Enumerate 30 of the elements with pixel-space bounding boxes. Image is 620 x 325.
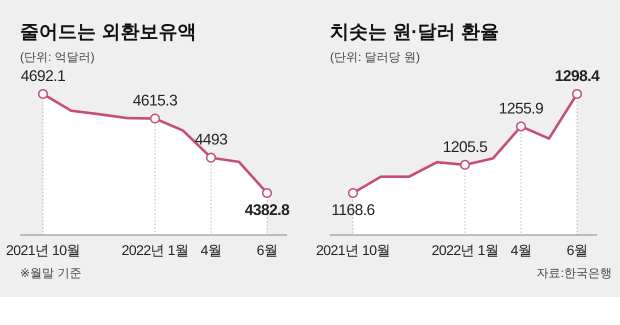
point: [262, 188, 272, 198]
data-label: 1255.9: [498, 100, 544, 118]
point: [348, 188, 358, 198]
annotation: 자료:한국은행: [536, 266, 612, 280]
point: [206, 152, 216, 163]
x-tick-label: 4월: [200, 242, 222, 258]
chart-subtitle: (단위: 달러당 원): [330, 50, 420, 64]
data-label: 4493: [194, 132, 228, 149]
chart-title: 치솟는 원·달러 환율: [330, 22, 499, 43]
x-tick-label: 6월: [256, 242, 278, 258]
x-tick-label: 2022년 1월: [432, 242, 498, 258]
annotation: ※월말 기준: [20, 266, 82, 280]
x-tick-label: 2022년 1월: [122, 242, 188, 258]
x-tick-label: 4월: [510, 242, 532, 258]
chart-subtitle: (단위: 억달러): [20, 50, 95, 64]
point: [460, 160, 470, 170]
chart-title: 줄어드는 외환보유액: [20, 22, 196, 43]
x-tick-label: 2021년 10월: [6, 242, 80, 258]
point: [572, 88, 582, 100]
x-tick-label: 6월: [566, 242, 588, 258]
point: [516, 121, 526, 132]
data-label: 1168.6: [331, 202, 375, 219]
point: [38, 88, 48, 100]
point: [150, 114, 160, 124]
data-label: 1298.4: [554, 68, 600, 85]
data-label: 4382.8: [244, 202, 290, 219]
data-label: 4615.3: [132, 92, 178, 110]
data-label: 1205.5: [442, 138, 488, 156]
data-label: 4692.1: [20, 68, 66, 85]
x-tick-label: 2021년 10월: [316, 242, 390, 258]
